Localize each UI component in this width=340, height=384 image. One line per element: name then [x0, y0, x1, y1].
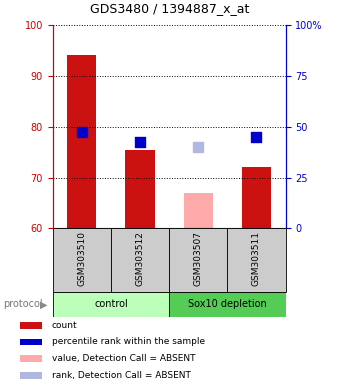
Text: value, Detection Call = ABSENT: value, Detection Call = ABSENT — [52, 354, 196, 363]
Bar — [184, 193, 213, 228]
Bar — [20, 372, 42, 379]
Point — [195, 144, 201, 150]
Point — [137, 139, 143, 145]
Bar — [53, 292, 169, 317]
Bar — [20, 339, 42, 345]
Bar — [169, 292, 286, 317]
Bar — [53, 228, 111, 292]
Bar — [242, 167, 271, 228]
Text: count: count — [52, 321, 78, 330]
Text: control: control — [94, 299, 128, 310]
Text: ▶: ▶ — [40, 299, 48, 310]
Bar — [20, 322, 42, 329]
Bar — [169, 228, 227, 292]
Bar — [111, 228, 169, 292]
Text: Sox10 depletion: Sox10 depletion — [188, 299, 267, 310]
Bar — [125, 150, 155, 228]
Text: percentile rank within the sample: percentile rank within the sample — [52, 338, 205, 346]
Text: GSM303510: GSM303510 — [77, 232, 86, 286]
Bar — [20, 356, 42, 362]
Bar — [67, 55, 96, 228]
Text: GSM303507: GSM303507 — [194, 232, 203, 286]
Text: GSM303512: GSM303512 — [136, 232, 144, 286]
Text: GSM303511: GSM303511 — [252, 232, 261, 286]
Point — [254, 134, 259, 140]
Text: rank, Detection Call = ABSENT: rank, Detection Call = ABSENT — [52, 371, 191, 380]
Point — [79, 129, 85, 135]
Bar — [227, 228, 286, 292]
Text: GDS3480 / 1394887_x_at: GDS3480 / 1394887_x_at — [90, 2, 250, 15]
Text: protocol: protocol — [3, 299, 43, 310]
